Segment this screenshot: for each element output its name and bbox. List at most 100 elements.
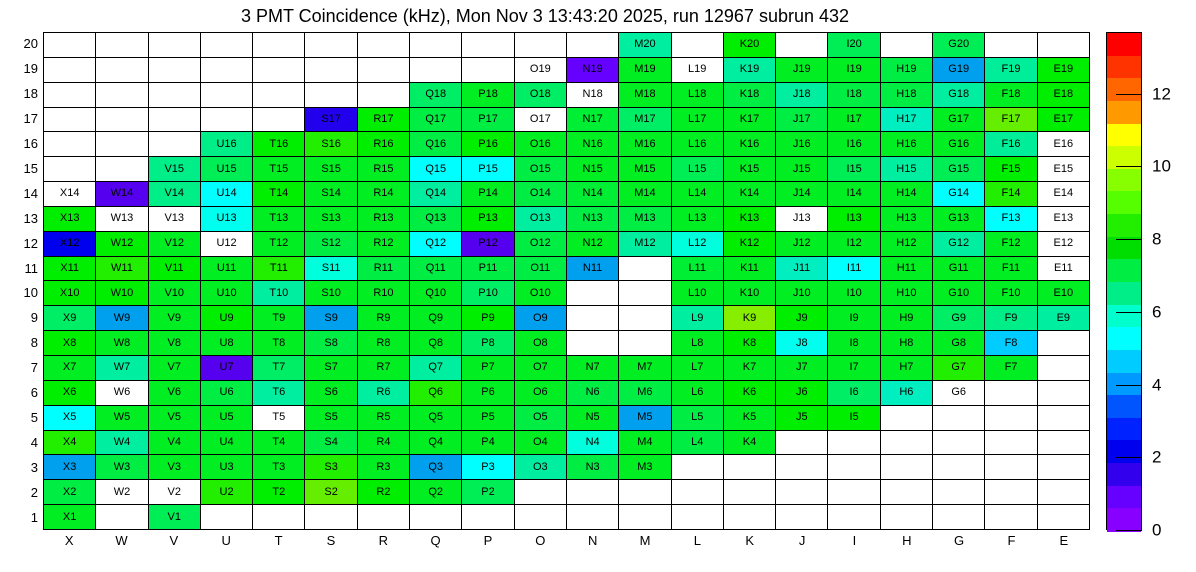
heatmap-cell: R3 <box>356 454 411 481</box>
y-axis-tick-label: 4 <box>30 434 38 450</box>
colorbar-band <box>1107 55 1141 79</box>
heatmap-cell <box>984 404 1038 431</box>
heatmap-cell: T11 <box>252 255 306 282</box>
heatmap-cell <box>1036 454 1091 481</box>
heatmap-cell: K12 <box>722 230 777 257</box>
heatmap-cell <box>199 504 254 530</box>
heatmap-cell: I10 <box>827 280 881 307</box>
heatmap-cell: W2 <box>95 479 149 506</box>
heatmap-cell: N17 <box>565 106 620 133</box>
heatmap-cell: R13 <box>356 205 411 232</box>
heatmap-cell: H19 <box>879 56 934 83</box>
heatmap-cell: F19 <box>984 56 1038 83</box>
heatmap-cell <box>879 32 934 58</box>
heatmap-cell: R6 <box>356 379 411 406</box>
heatmap-cell: I15 <box>827 156 881 183</box>
heatmap-cell: H14 <box>879 181 934 207</box>
heatmap-cell: K5 <box>722 404 777 431</box>
heatmap-cell: X5 <box>42 404 97 431</box>
heatmap-cell: J17 <box>775 106 829 133</box>
heatmap-cell: N16 <box>565 131 620 158</box>
heatmap-cell: F9 <box>984 305 1038 332</box>
heatmap-cell: V3 <box>147 454 201 481</box>
heatmap-cell: I5 <box>827 404 881 431</box>
heatmap-cell: L17 <box>670 106 724 133</box>
heatmap-cell <box>147 81 201 108</box>
heatmap-cell: Q13 <box>409 205 463 232</box>
heatmap-cell: M17 <box>618 106 672 133</box>
heatmap-cell <box>722 479 777 506</box>
colorbar-band <box>1107 440 1141 464</box>
heatmap-cell: M13 <box>618 205 672 232</box>
heatmap-cell <box>95 156 149 183</box>
heatmap-cell <box>304 32 358 58</box>
heatmap-cell <box>775 32 829 58</box>
heatmap-cell: T3 <box>252 454 306 481</box>
heatmap-cell: R12 <box>356 230 411 257</box>
heatmap-cell <box>932 479 986 506</box>
heatmap-cell: I17 <box>827 106 881 133</box>
heatmap-cell <box>984 479 1038 506</box>
y-axis-tick-label: 11 <box>24 260 39 276</box>
heatmap-cell: J19 <box>775 56 829 83</box>
y-axis-tick-label: 20 <box>23 36 38 52</box>
heatmap-cell: O15 <box>513 156 567 183</box>
heatmap-cell: P17 <box>461 106 515 133</box>
heatmap-cell: W14 <box>95 181 149 207</box>
heatmap-cell: S6 <box>304 379 358 406</box>
heatmap-cell: S17 <box>304 106 358 133</box>
heatmap-cell: G12 <box>932 230 986 257</box>
heatmap-cell: I8 <box>827 330 881 356</box>
heatmap-cell: H6 <box>879 379 934 406</box>
heatmap-cell <box>984 429 1038 456</box>
heatmap-cell <box>670 504 724 530</box>
heatmap-cell <box>565 330 620 356</box>
heatmap-cell: X4 <box>42 429 97 456</box>
colorbar-band <box>1107 372 1141 396</box>
x-axis-tick-label: G <box>954 533 965 548</box>
y-axis-tick-label: 18 <box>23 86 38 102</box>
heatmap-cell: L4 <box>670 429 724 456</box>
y-axis-tick-label: 1 <box>30 509 38 525</box>
heatmap-cell: F13 <box>984 205 1038 232</box>
heatmap-cell: U5 <box>199 404 254 431</box>
heatmap-cell: N15 <box>565 156 620 183</box>
heatmap-cell <box>409 504 463 530</box>
heatmap-cell <box>565 479 620 506</box>
heatmap-cell: M20 <box>618 32 672 58</box>
heatmap-cell: F14 <box>984 181 1038 207</box>
heatmap-cell: G8 <box>932 330 986 356</box>
heatmap-cell: O5 <box>513 404 567 431</box>
heatmap-cell: Q11 <box>409 255 463 282</box>
heatmap-cell <box>984 504 1038 530</box>
heatmap-cell <box>252 81 306 108</box>
heatmap-cell: X8 <box>42 330 97 356</box>
heatmap-cell <box>252 106 306 133</box>
heatmap-row: O19 N19 M19 L19 K19 J19 I19 H19 G19 F19 E19 <box>42 56 1091 83</box>
colorbar-band <box>1107 282 1141 306</box>
heatmap-cell: F12 <box>984 230 1038 257</box>
heatmap-cell: J18 <box>775 81 829 108</box>
x-axis-tick-label: P <box>483 533 493 548</box>
heatmap-cell <box>1036 379 1091 406</box>
heatmap-cell: U9 <box>199 305 254 332</box>
heatmap-cell: M3 <box>618 454 672 481</box>
heatmap-cell: M4 <box>618 429 672 456</box>
x-axis-tick-label: Q <box>430 533 441 548</box>
heatmap-cell: P15 <box>461 156 515 183</box>
heatmap-cell <box>304 56 358 83</box>
heatmap-cell: N13 <box>565 205 620 232</box>
colorbar-band <box>1107 349 1141 374</box>
heatmap-cell: I6 <box>827 379 881 406</box>
heatmap-cell: F18 <box>984 81 1038 108</box>
heatmap-cell: I19 <box>827 56 881 83</box>
colorbar-band <box>1107 485 1141 509</box>
heatmap-row: X9 W9 V9 U9 T9 S9 R9 Q9 P9 O9 L9 K9 J9 I9 H9 G9 F9 E9 <box>42 305 1091 332</box>
heatmap-cell <box>42 32 97 58</box>
heatmap-cell: W13 <box>95 205 149 232</box>
heatmap-row: X11 W11 V11 U11 T11 S11 R11 Q11 P11 O11 N11 L11 K11 J… <box>42 255 1091 282</box>
heatmap-cell: M16 <box>618 131 672 158</box>
heatmap-cell <box>565 504 620 530</box>
x-axis-tick-label: L <box>693 533 701 548</box>
heatmap-cell <box>513 504 567 530</box>
